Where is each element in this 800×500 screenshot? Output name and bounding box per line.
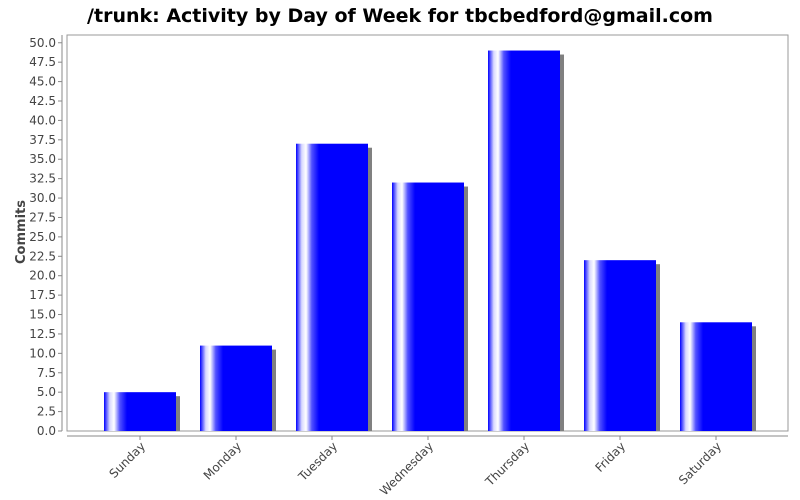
bars	[104, 50, 756, 432]
y-tick-label: 42.5	[29, 94, 56, 108]
y-tick-label: 37.5	[29, 133, 56, 147]
x-tick-label: Monday	[201, 439, 244, 482]
bar-thursday	[488, 50, 560, 431]
bar-sunday	[104, 392, 176, 431]
x-tick-label: Friday	[593, 439, 629, 475]
y-axis: 0.0 2.5 5.0 7.5 10.0 12.5 15.0 17.5 20.0 22.5 25.0…	[29, 35, 63, 438]
bar-saturday	[680, 322, 752, 431]
bar-monday	[200, 345, 272, 431]
x-tick-label: Saturday	[676, 439, 724, 487]
y-tick-label: 27.5	[29, 210, 56, 224]
chart-title: /trunk: Activity by Day of Week for tbcb…	[87, 5, 713, 27]
y-tick-label: 32.5	[29, 172, 56, 186]
y-tick-label: 17.5	[29, 288, 56, 302]
y-tick-label: 50.0	[29, 36, 56, 50]
y-tick-label: 20.0	[29, 269, 56, 283]
y-tick-label: 7.5	[37, 366, 56, 380]
x-tick-label: Tuesday	[295, 439, 340, 484]
bar-friday	[584, 260, 656, 431]
y-tick-label: 45.0	[29, 75, 56, 89]
x-axis: Sunday Monday Tuesday Wednesday Thursday Frid…	[67, 435, 788, 498]
y-tick-label: 25.0	[29, 230, 56, 244]
x-tick-label: Thursday	[482, 439, 532, 489]
y-tick-label: 22.5	[29, 249, 56, 263]
y-tick-label: 47.5	[29, 55, 56, 69]
x-tick-label: Wednesday	[377, 439, 436, 498]
y-axis-label: Commits	[14, 200, 29, 264]
y-tick-label: 30.0	[29, 191, 56, 205]
y-tick-label: 2.5	[37, 405, 56, 419]
bar-tuesday	[296, 143, 368, 432]
y-tick-label: 5.0	[37, 385, 56, 399]
bar-wednesday	[392, 182, 464, 431]
y-tick-label: 0.0	[37, 424, 56, 438]
y-tick-label: 12.5	[29, 327, 56, 341]
y-tick-label: 15.0	[29, 308, 56, 322]
y-tick-label: 10.0	[29, 346, 56, 360]
y-tick-label: 40.0	[29, 113, 56, 127]
y-tick-label: 35.0	[29, 152, 56, 166]
x-tick-label: Sunday	[106, 439, 148, 481]
